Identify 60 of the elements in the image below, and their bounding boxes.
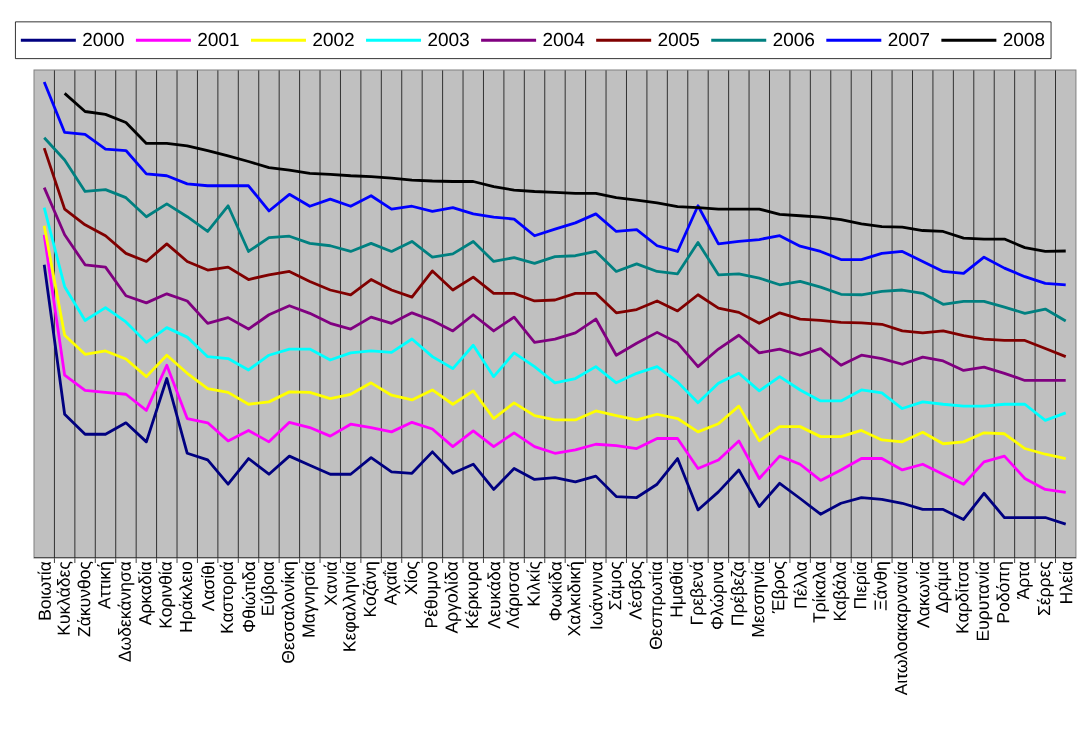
legend-label: 2004 (543, 32, 585, 47)
legend-label: 2006 (773, 32, 815, 47)
x-tick-label: Ηράκλειο (178, 561, 196, 632)
x-tick-label: Έβρος (771, 561, 788, 614)
x-tick-label: Θεσσαλονίκη (280, 562, 298, 663)
x-tick-label: Κιλκίς (526, 561, 543, 606)
x-tick-label: Λευκάδα (487, 561, 501, 629)
x-tick-label: Ρέθυμνο (424, 561, 441, 628)
x-tick-label: Πέλλα (793, 561, 807, 608)
x-tick-label: Κυκλάδες (56, 561, 73, 635)
x-tick-label: Φλώρινα (710, 561, 727, 630)
x-tick-label: Ηλεία (1059, 561, 1073, 603)
x-tick-label: Εύβοια (260, 561, 278, 615)
x-tick-label: Χανιά (323, 561, 337, 606)
legend-label: 2005 (658, 32, 700, 47)
x-tick-label: Κορινθία (158, 561, 176, 628)
x-tick-label: Κοζάνη (362, 562, 380, 617)
legend-label: 2007 (888, 32, 930, 47)
x-tick-label: Θεσπρωτία (648, 561, 666, 649)
x-tick-label: Ξάνθη (873, 562, 891, 611)
x-tick-label: Χίος (403, 561, 421, 595)
x-tick-label: Δράμα (934, 561, 952, 613)
x-tick-label: Λάρισσα (505, 561, 523, 629)
x-tick-label: Σέρρες (1036, 561, 1054, 616)
x-tick-label: Άρτα (1017, 561, 1033, 600)
x-tick-label: Αττική (97, 562, 114, 610)
x-tick-label: Λασίθι (200, 561, 215, 612)
x-tick-label: Ροδόπη (996, 562, 1013, 623)
x-tick-label: Φωκίδα (548, 561, 562, 621)
x-tick-label: Καβάλα (832, 561, 850, 621)
x-tick-label: Κεφαλληνία (342, 561, 360, 651)
x-tick-label: Καρδίτσα (955, 561, 972, 633)
x-tick-label: Γρεβενά (689, 561, 707, 624)
legend-label: 2000 (83, 32, 124, 47)
x-tick-label: Τρίκαλα (812, 561, 829, 623)
x-tick-label: Ιωάννινα (589, 561, 603, 629)
legend-label: 2002 (313, 32, 354, 47)
x-tick-label: Ημαθία (669, 561, 686, 617)
x-tick-label: Πρέβεζα (730, 561, 748, 625)
x-tick-label: Δωδεκάνησα (117, 561, 135, 662)
legend-label: 2008 (1003, 32, 1045, 47)
x-tick-label: Ευρυτανία (975, 561, 993, 641)
x-tick-label: Σάμος (607, 561, 625, 610)
x-tick-label: Αργολίδα (444, 561, 462, 634)
x-tick-label: Βοιωτία (37, 561, 51, 620)
x-tick-label: Μαγνησία (301, 561, 319, 637)
x-tick-label: Μεσσηνία (750, 561, 768, 637)
x-tick-label: Αρκαδία (137, 561, 155, 626)
x-tick-label: Λακωνία (916, 561, 930, 628)
x-tick-label: Πιερία (853, 561, 870, 609)
legend-label: 2003 (428, 32, 469, 47)
x-tick-label: Λέσβος (628, 561, 646, 620)
legend-label: 2001 (198, 32, 239, 47)
x-tick-label: Χαλκιδική (566, 562, 584, 637)
x-tick-label: Ζάκυνθος (76, 561, 94, 637)
x-tick-label: Αιτωλοακαρνανία (893, 561, 911, 696)
x-tick-label: Καστοριά (219, 561, 237, 633)
x-tick-label: Φθιώτιδα (241, 561, 256, 632)
x-tick-label: Κέρκυρα (464, 561, 482, 628)
x-tick-label: Αχαΐα (382, 561, 401, 606)
